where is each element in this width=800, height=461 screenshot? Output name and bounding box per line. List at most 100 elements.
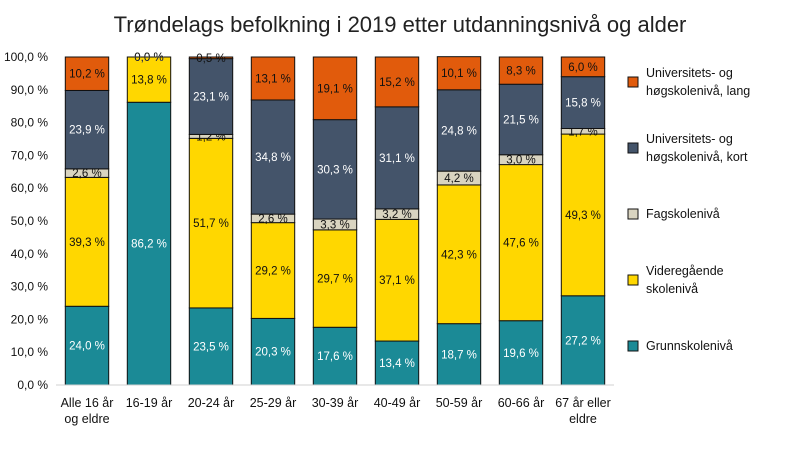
data-label: 13,4 % bbox=[379, 358, 415, 370]
y-tick-label: 80,0 % bbox=[11, 116, 49, 130]
x-tick-label: 60-66 år bbox=[498, 396, 545, 410]
legend-swatch bbox=[627, 142, 639, 154]
bar-segment bbox=[250, 317, 296, 386]
bar-segment bbox=[498, 164, 544, 322]
bar-segment bbox=[250, 222, 296, 319]
bar-segment bbox=[560, 133, 606, 297]
data-label: 13,8 % bbox=[131, 75, 167, 87]
y-tick-label: 90,0 % bbox=[11, 83, 49, 97]
data-label: 1,7 % bbox=[568, 126, 597, 138]
x-tick-label: 67 år eller eldre bbox=[555, 396, 611, 426]
data-label: 6,0 % bbox=[568, 62, 597, 74]
y-tick-label: 50,0 % bbox=[11, 214, 49, 228]
bar-segment bbox=[188, 137, 234, 309]
data-label: 34,8 % bbox=[255, 152, 291, 164]
data-label: 86,2 % bbox=[131, 239, 167, 251]
data-label: 4,2 % bbox=[444, 173, 473, 185]
legend-label: Universitets- og høgskolenivå, kort bbox=[646, 132, 748, 164]
data-label: 8,3 % bbox=[506, 66, 535, 78]
bar-segment bbox=[64, 89, 110, 170]
data-label: 2,6 % bbox=[258, 213, 287, 225]
bar-segment bbox=[436, 56, 482, 91]
y-tick-label: 60,0 % bbox=[11, 181, 49, 195]
data-label: 3,3 % bbox=[320, 219, 349, 231]
bar-segment bbox=[188, 56, 234, 60]
bar-segment bbox=[126, 56, 172, 103]
bar-segment bbox=[436, 89, 482, 172]
x-tick-label: 20-24 år bbox=[188, 396, 235, 410]
x-axis: Alle 16 år og eldre 16-19 år 20-24 år 25-29 … bbox=[56, 384, 614, 426]
bar-segment bbox=[560, 76, 606, 130]
data-label: 10,1 % bbox=[441, 68, 477, 80]
bar-segment bbox=[560, 56, 606, 78]
bar-segment bbox=[374, 106, 420, 210]
data-label: 0,0 % bbox=[134, 52, 163, 64]
y-axis: 0,0 % 10,0 % 20,0 % 30,0 % 40,0 % 50,0 % 60,0 … bbox=[4, 50, 48, 392]
chart-title: Trøndelags befolkning i 2019 etter utdan… bbox=[114, 12, 687, 37]
bar-segment bbox=[312, 229, 358, 328]
legend-label: Grunnskolenivå bbox=[646, 339, 733, 353]
x-tick-label: 40-49 år bbox=[374, 396, 421, 410]
bar-segment bbox=[560, 295, 606, 386]
data-label: 30,3 % bbox=[317, 164, 353, 176]
data-label: 0,0 % bbox=[134, 52, 163, 64]
legend-swatch bbox=[627, 274, 639, 286]
bar-segment bbox=[436, 184, 482, 325]
y-tick-label: 100,0 % bbox=[4, 50, 48, 64]
data-label: 19,6 % bbox=[503, 348, 539, 360]
data-label: 47,6 % bbox=[503, 238, 539, 250]
data-label: 23,1 % bbox=[193, 92, 229, 104]
data-label: 51,7 % bbox=[193, 218, 229, 230]
y-tick-label: 40,0 % bbox=[11, 247, 49, 261]
data-label: 27,2 % bbox=[565, 335, 601, 347]
data-label: 0,5 % bbox=[196, 53, 225, 65]
legend-label: Fagskolenivå bbox=[646, 207, 720, 221]
data-label: 15,2 % bbox=[379, 77, 415, 89]
bar-segment bbox=[498, 320, 544, 386]
data-label: 24,0 % bbox=[69, 341, 105, 353]
bar-segment bbox=[436, 323, 482, 386]
bars: 24,0 % 39,3 % 2,6 % 23,9 % 10,2 % 86,2 % 13,8 … bbox=[64, 52, 606, 386]
data-label: 31,1 % bbox=[379, 153, 415, 165]
x-tick-label: 25-29 år bbox=[250, 396, 297, 410]
legend-label: Videregående skolenivå bbox=[646, 264, 724, 296]
data-label: 0,0 % bbox=[134, 52, 163, 64]
data-label: 18,7 % bbox=[441, 349, 477, 361]
bar-segment bbox=[64, 176, 110, 307]
bar-segment bbox=[374, 56, 420, 108]
data-label: 29,2 % bbox=[255, 266, 291, 278]
data-label: 19,1 % bbox=[317, 83, 353, 95]
bar-segment bbox=[312, 119, 358, 220]
data-label: 24,8 % bbox=[441, 125, 477, 137]
bar-segment bbox=[374, 218, 420, 342]
data-label: 13,1 % bbox=[255, 73, 291, 85]
y-tick-label: 30,0 % bbox=[11, 280, 49, 294]
data-label: 17,6 % bbox=[317, 351, 353, 363]
x-tick-label: Alle 16 år og eldre bbox=[61, 396, 114, 426]
data-label: 23,5 % bbox=[193, 341, 229, 353]
legend-swatch bbox=[627, 208, 639, 220]
bar-segment bbox=[188, 307, 234, 386]
y-tick-label: 0,0 % bbox=[17, 378, 48, 392]
data-label: 23,9 % bbox=[69, 125, 105, 137]
y-tick-label: 20,0 % bbox=[11, 312, 49, 326]
data-label: 3,0 % bbox=[506, 155, 535, 167]
data-label: 42,3 % bbox=[441, 249, 477, 261]
bar-segment bbox=[374, 340, 420, 386]
data-label: 21,5 % bbox=[503, 114, 539, 126]
x-tick-label: 16-19 år bbox=[126, 396, 173, 410]
y-tick-label: 70,0 % bbox=[11, 148, 49, 162]
bar-segment bbox=[312, 326, 358, 386]
bar-segment bbox=[64, 305, 110, 386]
data-label: 15,8 % bbox=[565, 98, 601, 110]
bar-segment bbox=[250, 99, 296, 215]
legend-label: Universitets- og høgskolenivå, lang bbox=[646, 66, 750, 98]
bar-segment bbox=[64, 56, 110, 91]
bar-segment bbox=[498, 56, 544, 85]
x-tick-label: 50-59 år bbox=[436, 396, 483, 410]
bar-segment bbox=[312, 56, 358, 121]
legend-swatch bbox=[627, 340, 639, 352]
x-tick-label: 30-39 år bbox=[312, 396, 359, 410]
